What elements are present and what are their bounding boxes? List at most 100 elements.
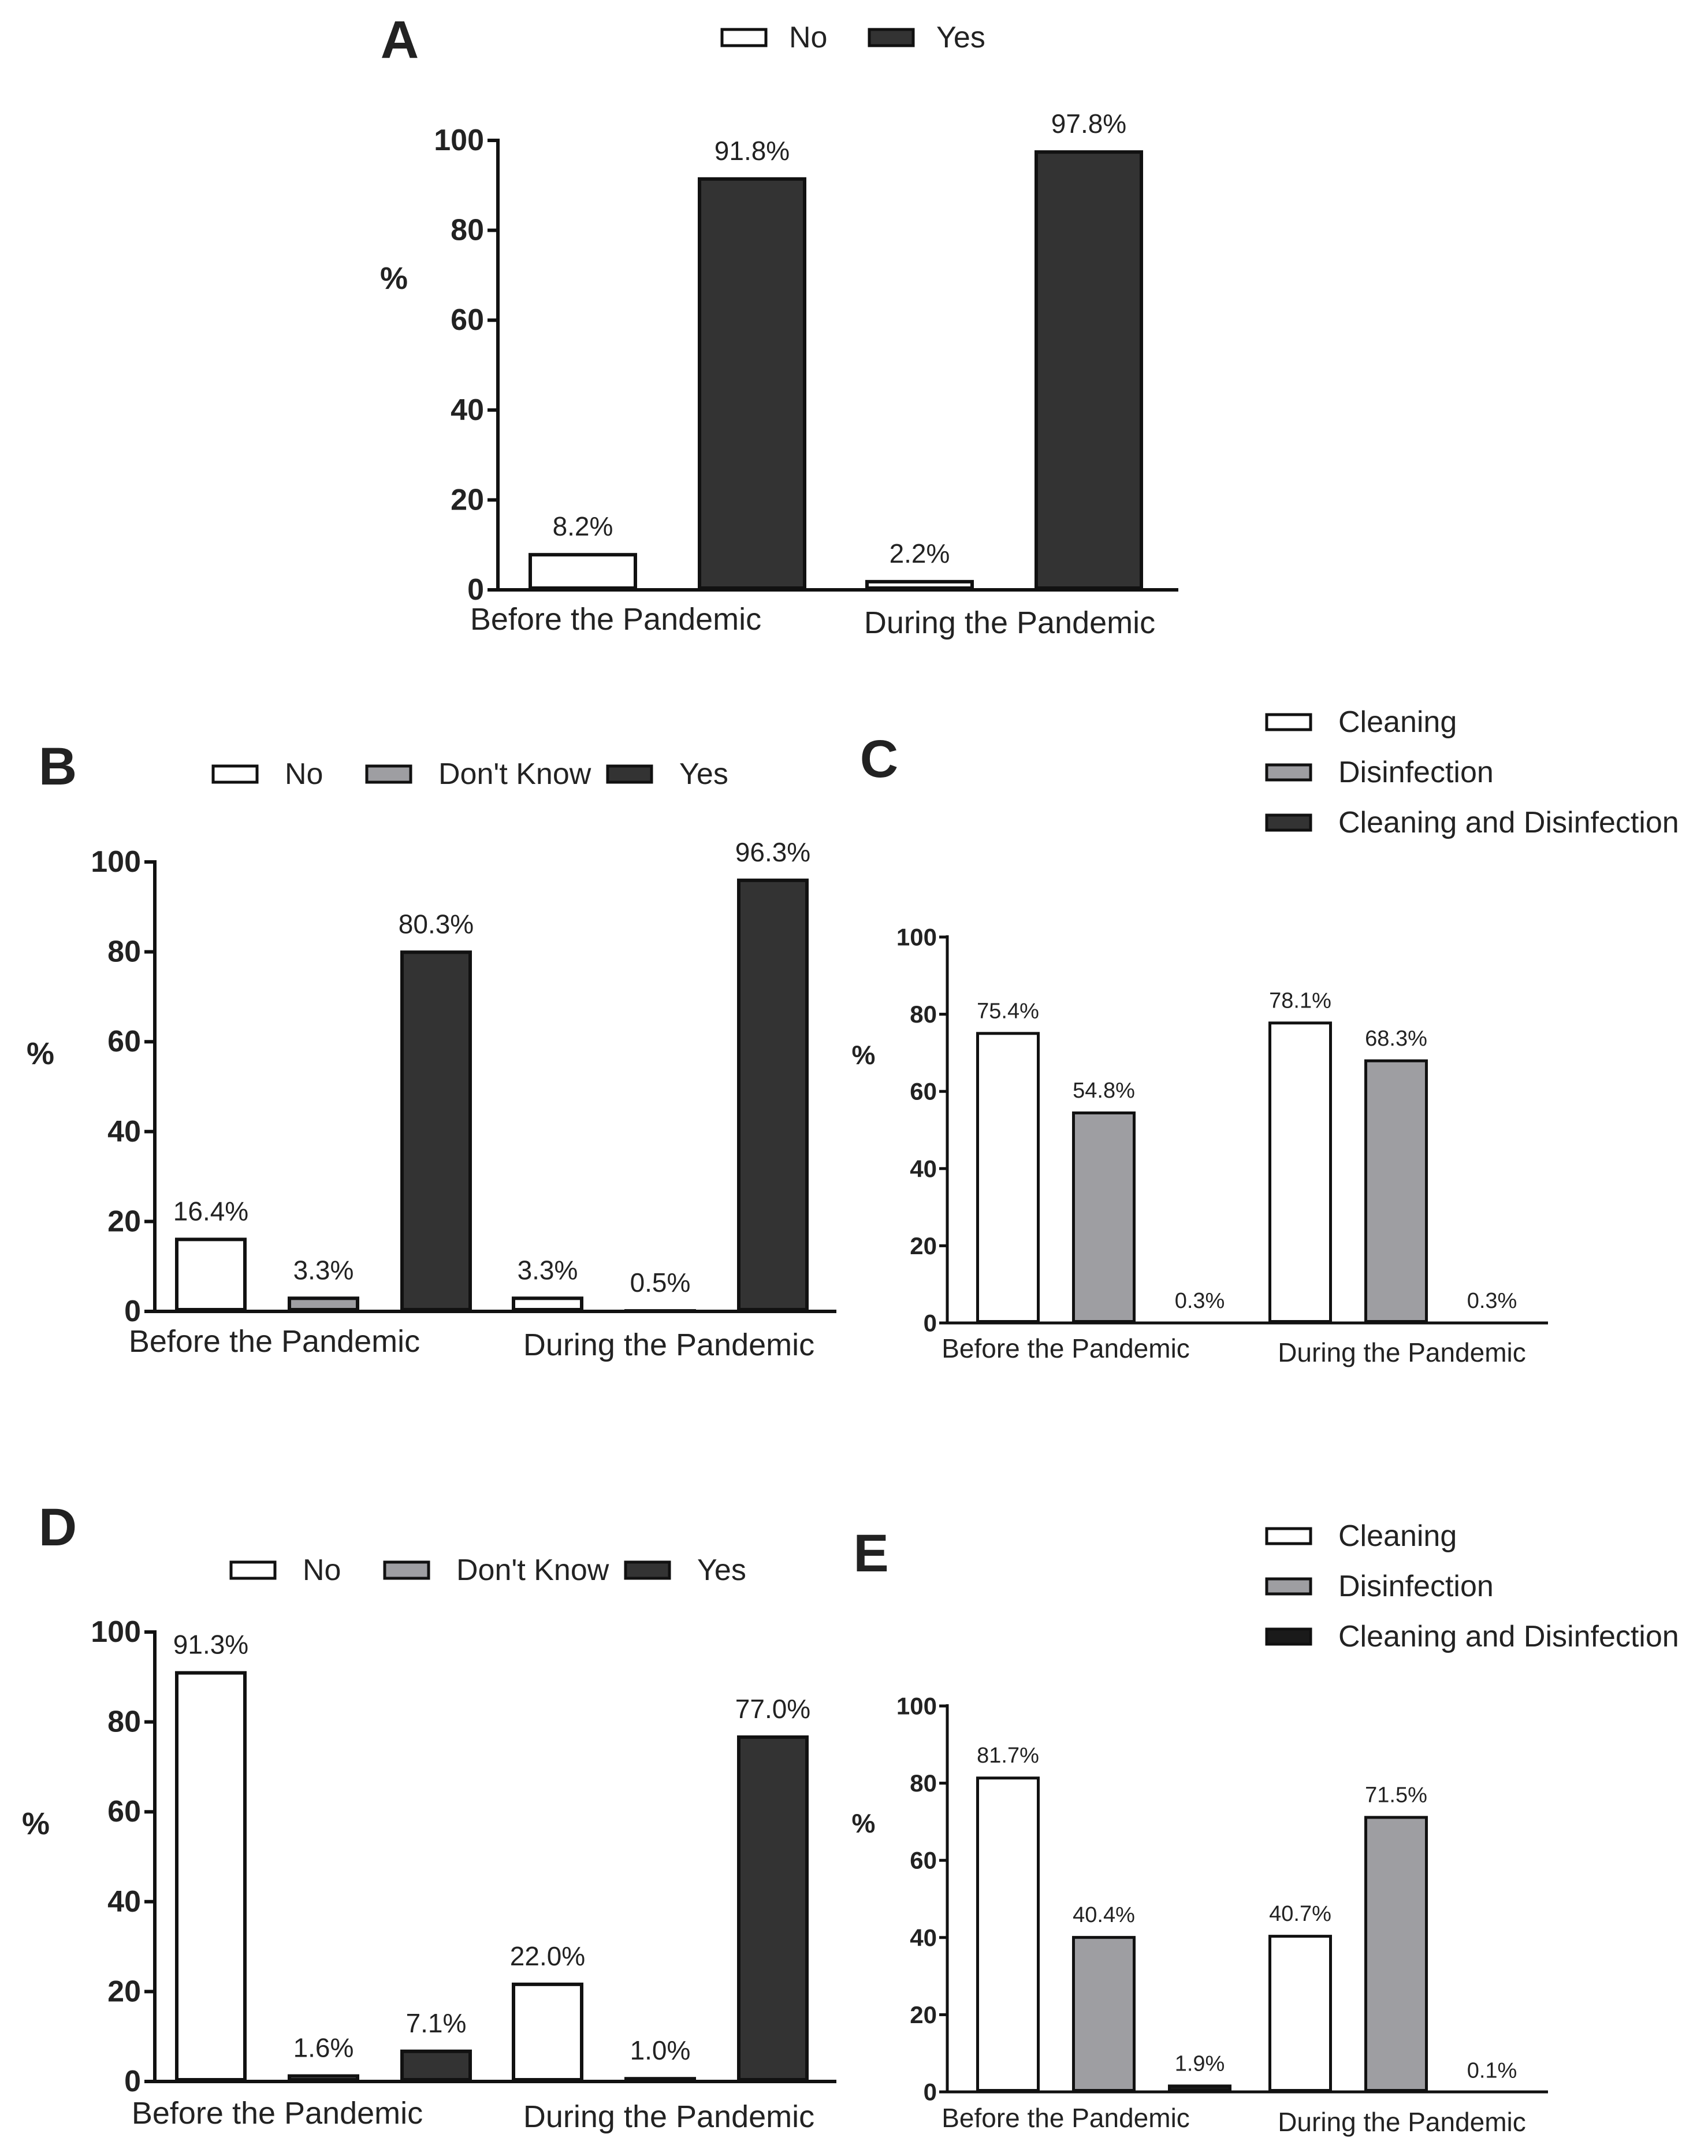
data-label: 40.4% <box>1073 1903 1135 1927</box>
bar <box>976 1776 1040 2092</box>
y-tick-label: 40 <box>910 1155 937 1182</box>
bar <box>1072 1111 1136 1324</box>
legend-label: Cleaning and Disinfection <box>1338 1620 1679 1653</box>
chart-panel-b: B% 0 20 40 60 80 100 16.4% 3.3% 80.3% Before the P… <box>27 737 836 1362</box>
category-label: Before the Pandemic <box>132 2096 423 2131</box>
bar <box>529 553 637 590</box>
category-label: Before the Pandemic <box>129 1324 420 1359</box>
bar <box>976 1032 1040 1323</box>
y-tick-label: 100 <box>91 845 141 879</box>
data-label: 96.3% <box>735 837 810 867</box>
bar <box>1168 2084 1231 2092</box>
bar <box>512 1982 583 2082</box>
bar <box>1460 2091 1524 2092</box>
y-tick-label: 80 <box>910 1001 937 1028</box>
legend-swatch <box>365 764 412 784</box>
y-tick-label: 40 <box>451 393 484 427</box>
category-label: Before the Pandemic <box>942 1333 1190 1363</box>
data-label: 78.1% <box>1269 988 1331 1013</box>
data-label: 75.4% <box>977 999 1039 1023</box>
legend-label: Disinfection <box>1338 1570 1494 1603</box>
y-tick-label: 20 <box>910 1232 937 1259</box>
y-axis-label: % <box>852 1040 876 1070</box>
bar <box>737 1735 809 2081</box>
legend-label: Yes <box>697 1553 746 1587</box>
legend-swatch <box>1265 713 1312 731</box>
bar <box>175 1671 247 2082</box>
y-tick-label: 40 <box>107 1115 141 1148</box>
y-tick-label: 20 <box>107 1205 141 1238</box>
legend-label: No <box>285 757 323 791</box>
legend-label: No <box>303 1553 341 1587</box>
legend-swatch <box>229 1560 277 1580</box>
data-label: 8.2% <box>553 511 613 541</box>
bar <box>737 878 809 1311</box>
data-label: 40.7% <box>1269 1902 1331 1926</box>
panel-letter: B <box>39 737 77 796</box>
legend-label: Yes <box>936 21 985 54</box>
bar <box>1268 1021 1332 1323</box>
legend-label: Don't Know <box>456 1553 609 1587</box>
y-tick-label: 0 <box>124 1295 141 1328</box>
legend: No Don't Know Yes <box>211 757 728 791</box>
panel-letter: C <box>860 730 898 789</box>
y-axis-label: % <box>27 1036 54 1071</box>
y-tick-label: 40 <box>910 1924 937 1951</box>
y-tick-label: 60 <box>107 1025 141 1058</box>
data-label: 2.2% <box>890 538 950 568</box>
legend-swatch <box>1265 813 1312 832</box>
bar <box>698 177 806 590</box>
y-tick-label: 100 <box>434 124 484 157</box>
legend-swatch <box>720 28 768 47</box>
legend: No Yes <box>720 21 985 54</box>
bar <box>175 1237 247 1311</box>
legend-swatch <box>1265 1627 1312 1646</box>
y-tick-label: 60 <box>910 1847 937 1874</box>
legend-label: Yes <box>679 757 728 791</box>
data-label: 0.5% <box>630 1267 691 1298</box>
data-label: 7.1% <box>406 2008 467 2038</box>
legend-label: Don't Know <box>438 757 591 791</box>
y-tick-label: 80 <box>107 935 141 969</box>
bar <box>400 950 472 1311</box>
category-label: Before the Pandemic <box>470 602 761 637</box>
data-label: 0.3% <box>1175 1289 1225 1313</box>
panel-letter: D <box>39 1498 77 1557</box>
legend-label: Disinfection <box>1338 756 1494 789</box>
legend-swatch <box>383 1560 430 1580</box>
legend-swatch <box>606 764 653 784</box>
chart-panel-e: E% 0 20 40 60 80 100 81.7% 40.4% 1.9% Before the P… <box>852 1519 1679 2137</box>
bar <box>1035 150 1143 590</box>
legend-swatch <box>1265 1527 1312 1545</box>
data-label: 54.8% <box>1073 1079 1135 1103</box>
y-tick-label: 0 <box>124 2065 141 2098</box>
data-label: 22.0% <box>510 1941 585 1971</box>
y-tick-label: 80 <box>107 1705 141 1739</box>
chart-panel-c: C% 0 20 40 60 80 100 75.4% 54.8% 0.3% Before the P… <box>852 705 1679 1367</box>
chart-panel-a: A% 0 20 40 60 80 100 8.2% 91.8% Before the Pandem… <box>380 10 1178 640</box>
bar <box>624 2077 696 2081</box>
bar <box>624 1309 696 1311</box>
legend-swatch <box>624 1560 671 1580</box>
y-axis-label: % <box>380 261 408 296</box>
data-label: 1.9% <box>1175 2051 1225 2076</box>
data-label: 91.8% <box>715 136 790 166</box>
legend: No Don't Know Yes <box>229 1553 746 1587</box>
bar <box>1364 1816 1428 2092</box>
legend-label: Cleaning <box>1338 705 1457 739</box>
panel-letter: E <box>853 1524 888 1583</box>
panel-letter: A <box>381 10 419 69</box>
y-tick-label: 60 <box>107 1795 141 1828</box>
data-label: 0.1% <box>1467 2058 1517 2083</box>
y-tick-label: 100 <box>896 924 937 951</box>
category-label: During the Pandemic <box>523 2099 814 2134</box>
legend: Cleaning Disinfection Cleaning and Disinfe… <box>1265 705 1679 839</box>
y-tick-label: 100 <box>896 1693 937 1720</box>
category-label: Before the Pandemic <box>942 2103 1190 2133</box>
y-tick-label: 0 <box>467 573 484 607</box>
legend-label: Cleaning and Disinfection <box>1338 806 1679 839</box>
data-label: 77.0% <box>735 1694 810 1724</box>
data-label: 81.7% <box>977 1744 1039 1768</box>
data-label: 1.6% <box>293 2033 354 2063</box>
bar <box>1168 1321 1231 1323</box>
